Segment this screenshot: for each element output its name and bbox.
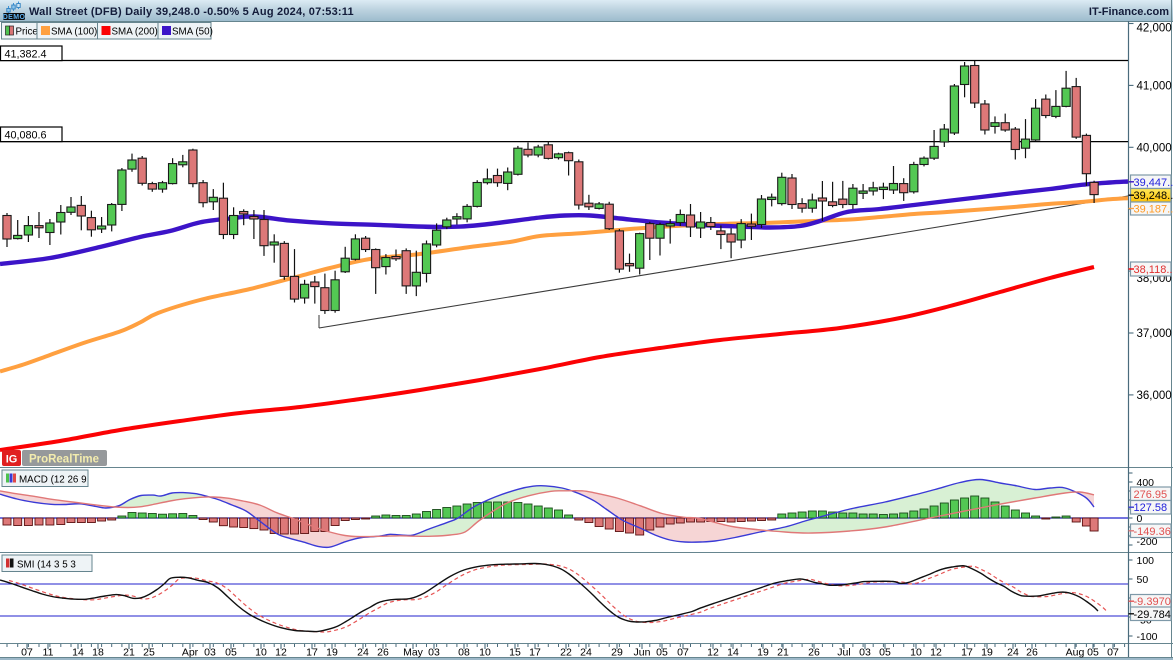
- svg-text:37,000: 37,000: [1137, 328, 1172, 340]
- svg-text:18: 18: [92, 647, 104, 659]
- svg-text:24: 24: [357, 647, 369, 659]
- svg-text:Jun: Jun: [634, 647, 651, 659]
- svg-text:29: 29: [611, 647, 623, 659]
- svg-text:Apr: Apr: [182, 647, 199, 659]
- svg-text:03: 03: [428, 647, 440, 659]
- svg-text:40,000: 40,000: [1137, 142, 1172, 154]
- svg-text:14: 14: [72, 647, 84, 659]
- svg-text:10: 10: [910, 647, 922, 659]
- svg-text:ProRealTime: ProRealTime: [29, 454, 99, 466]
- svg-text:Price: Price: [16, 26, 39, 37]
- svg-text:IT-Finance.com: IT-Finance.com: [1089, 6, 1169, 18]
- svg-text:05: 05: [656, 647, 668, 659]
- svg-text:41,000: 41,000: [1137, 80, 1172, 92]
- svg-text:SMI (14 3 5 3: SMI (14 3 5 3: [17, 560, 76, 571]
- svg-text:19: 19: [757, 647, 769, 659]
- svg-text:40,080.6: 40,080.6: [5, 130, 47, 142]
- svg-text:03: 03: [204, 647, 216, 659]
- svg-text:38,118..: 38,118..: [1134, 264, 1173, 276]
- svg-text:05: 05: [225, 647, 237, 659]
- svg-text:Wall Street (DFB) Daily 39,248: Wall Street (DFB) Daily 39,248.0 -0.50% …: [29, 6, 354, 18]
- svg-text:0: 0: [1137, 513, 1143, 525]
- svg-text:07: 07: [1107, 647, 1119, 659]
- svg-text:12: 12: [275, 647, 287, 659]
- svg-text:08: 08: [458, 647, 470, 659]
- svg-text:10: 10: [255, 647, 267, 659]
- svg-text:IG: IG: [6, 454, 18, 466]
- svg-text:05: 05: [1087, 647, 1099, 659]
- svg-text:SMA (200): SMA (200): [112, 26, 158, 37]
- svg-text:36,000: 36,000: [1137, 390, 1172, 402]
- svg-text:17: 17: [961, 647, 973, 659]
- svg-text:50: 50: [1137, 574, 1149, 586]
- svg-text:22: 22: [560, 647, 572, 659]
- svg-text:21: 21: [777, 647, 789, 659]
- svg-text:26: 26: [1026, 647, 1038, 659]
- svg-text:11: 11: [43, 647, 54, 659]
- svg-text:07: 07: [677, 647, 689, 659]
- svg-text:05: 05: [879, 647, 891, 659]
- svg-text:21: 21: [123, 647, 135, 659]
- svg-text:10: 10: [479, 647, 491, 659]
- svg-text:24: 24: [1007, 647, 1019, 659]
- svg-text:17: 17: [529, 647, 541, 659]
- svg-text:-29.784: -29.784: [1134, 609, 1171, 621]
- svg-text:Jul: Jul: [837, 647, 850, 659]
- svg-text:07: 07: [21, 647, 33, 659]
- svg-text:14: 14: [727, 647, 739, 659]
- svg-text:39,447..: 39,447..: [1134, 177, 1173, 189]
- svg-text:39,187..: 39,187..: [1134, 204, 1173, 216]
- svg-text:15: 15: [509, 647, 521, 659]
- svg-text:19: 19: [326, 647, 338, 659]
- svg-text:39,248..: 39,248..: [1134, 190, 1173, 202]
- svg-text:17: 17: [306, 647, 318, 659]
- svg-text:25: 25: [143, 647, 155, 659]
- svg-text:26: 26: [808, 647, 820, 659]
- svg-text:MACD (12 26 9: MACD (12 26 9: [19, 475, 87, 486]
- svg-text:12: 12: [930, 647, 942, 659]
- svg-text:-149.36: -149.36: [1134, 526, 1171, 538]
- svg-text:DEMO: DEMO: [3, 14, 26, 21]
- svg-text:Aug: Aug: [1066, 647, 1085, 659]
- svg-text:May: May: [403, 647, 424, 659]
- svg-text:100: 100: [1137, 555, 1155, 567]
- svg-text:12: 12: [707, 647, 719, 659]
- svg-text:127.58: 127.58: [1134, 502, 1168, 514]
- svg-text:41,382.4: 41,382.4: [5, 49, 47, 61]
- svg-text:276.95: 276.95: [1134, 489, 1168, 501]
- svg-text:24: 24: [580, 647, 592, 659]
- svg-text:42,000: 42,000: [1137, 23, 1172, 35]
- svg-text:19: 19: [981, 647, 993, 659]
- svg-text:03: 03: [859, 647, 871, 659]
- svg-text:26: 26: [377, 647, 389, 659]
- svg-text:-100: -100: [1137, 631, 1158, 643]
- svg-text:SMA (50): SMA (50): [172, 26, 213, 37]
- svg-text:SMA (100): SMA (100): [51, 26, 97, 37]
